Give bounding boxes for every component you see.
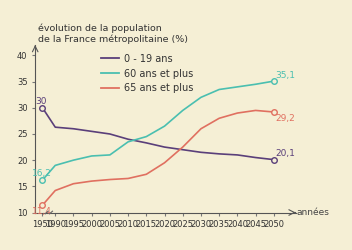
Text: 20,1: 20,1 [276, 149, 296, 158]
Legend: 0 - 19 ans, 60 ans et plus, 65 ans et plus: 0 - 19 ans, 60 ans et plus, 65 ans et pl… [98, 50, 197, 97]
Text: 35,1: 35,1 [276, 70, 296, 80]
Text: 30: 30 [36, 97, 47, 106]
Text: 11,4: 11,4 [31, 207, 51, 216]
Text: évolution de la population: évolution de la population [38, 23, 162, 33]
Text: 29,2: 29,2 [276, 114, 295, 122]
Text: années: années [297, 208, 329, 217]
Text: de la France métropolitaine (%): de la France métropolitaine (%) [38, 35, 188, 44]
Text: 16,2: 16,2 [31, 169, 51, 178]
